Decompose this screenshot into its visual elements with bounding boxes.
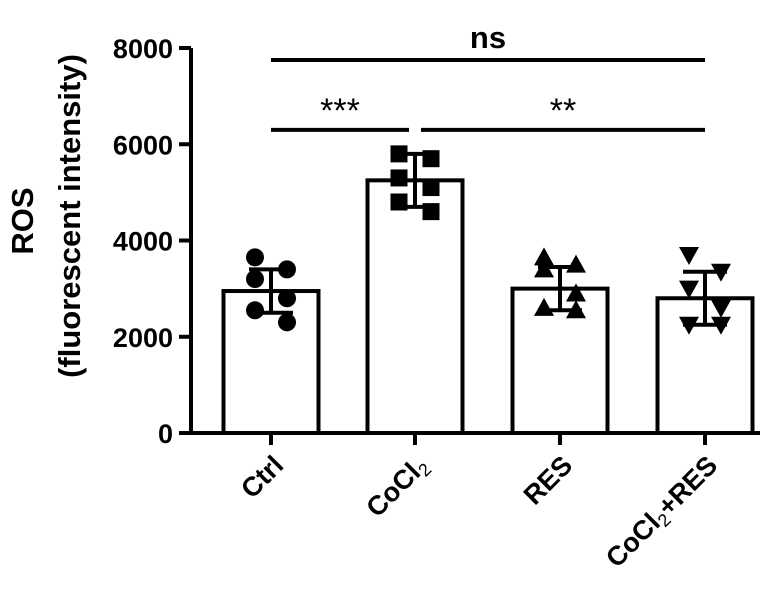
data-point — [566, 300, 586, 319]
data-point — [422, 203, 440, 221]
data-point — [246, 270, 264, 288]
data-point — [711, 316, 731, 335]
data-point — [711, 263, 731, 282]
y-axis-title: ROS (fluorescent intensity) — [5, 54, 87, 378]
data-point — [278, 289, 296, 308]
bar — [510, 286, 610, 435]
y-axis: 0 2000 4000 6000 8000 — [113, 34, 193, 449]
data-point — [566, 254, 586, 273]
x-axis: Ctrl CoCl2 RES CoCl2+RES — [189, 431, 760, 575]
data-point — [422, 179, 440, 197]
x-category-label-base: Ctrl — [235, 450, 289, 504]
y-tick-label: 0 — [158, 419, 173, 449]
x-category-label: CoCl2+RES — [600, 450, 725, 575]
y-tick-label: 6000 — [113, 130, 173, 160]
data-point — [534, 247, 554, 266]
x-category-label: RES — [518, 450, 578, 510]
y-axis-title-line2: (fluorescent intensity) — [52, 54, 87, 378]
data-point — [534, 259, 554, 278]
y-tick-label: 8000 — [113, 34, 173, 64]
significance-label: ** — [550, 92, 576, 130]
data-point — [679, 280, 699, 299]
data-point — [390, 145, 408, 163]
data-point — [390, 169, 408, 187]
significance-annotations: ns*** ** — [271, 20, 705, 132]
x-category-label-base: RES — [518, 450, 578, 510]
data-point — [679, 316, 699, 335]
bars-group — [221, 178, 755, 435]
data-point — [278, 260, 296, 279]
data-point — [278, 313, 296, 332]
x-category-label: CoCl2 — [360, 450, 435, 525]
y-tick-label: 4000 — [113, 227, 173, 257]
data-point — [711, 299, 731, 318]
significance-label: ns — [470, 20, 506, 55]
data-point — [534, 297, 554, 316]
data-point — [390, 193, 408, 211]
error-bars-group — [249, 151, 727, 327]
x-category-label: Ctrl — [235, 450, 289, 504]
x-category-label-tail: +RES — [652, 450, 724, 522]
y-axis-title-line1: ROS — [5, 187, 40, 254]
significance-label: *** — [320, 92, 360, 130]
data-point — [566, 283, 586, 302]
bar — [365, 178, 465, 435]
data-point — [679, 246, 699, 265]
data-points-group — [246, 145, 731, 335]
data-point — [422, 150, 440, 168]
data-point — [246, 248, 264, 267]
data-point — [246, 301, 264, 320]
y-tick-label: 2000 — [113, 323, 173, 353]
